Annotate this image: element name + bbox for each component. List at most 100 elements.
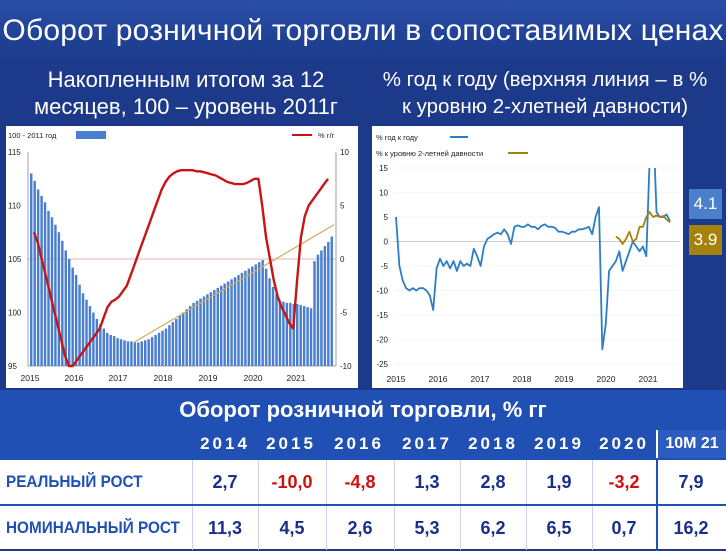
page-title: Оборот розничной торговли в сопоставимых… xyxy=(0,0,726,62)
index-bar xyxy=(258,262,261,366)
table-cell: -10,0 xyxy=(271,472,313,492)
index-bar xyxy=(106,332,109,366)
row-label-nominal: НОМИНАЛЬНЫЙ РОСТ xyxy=(6,518,180,537)
y-tick-label: 10 xyxy=(379,189,388,198)
index-bar xyxy=(144,340,147,366)
index-bar xyxy=(316,254,320,366)
x-tick-label: 2020 xyxy=(244,373,263,383)
two-year-line xyxy=(615,211,671,245)
index-bar xyxy=(282,301,285,366)
yoy-line xyxy=(395,168,671,351)
index-bar xyxy=(195,300,199,366)
legend-label-index: 100 - 2011 год xyxy=(8,131,57,140)
x-tick-label: 2018 xyxy=(154,373,173,383)
x-tick-label: 2018 xyxy=(513,374,532,384)
index-bar xyxy=(299,305,302,366)
index-bar xyxy=(320,250,323,366)
x-tick-label: 2021 xyxy=(287,373,306,383)
table-cell: 1,3 xyxy=(414,472,440,492)
index-bar xyxy=(161,330,164,366)
y-tick-label: -25 xyxy=(376,360,388,369)
left-chart-subtitle: Накопленным итогом за 12 месяцев, 100 – … xyxy=(6,66,366,120)
index-bar xyxy=(271,286,275,366)
table-cell: 0,7 xyxy=(611,518,637,538)
year-header: 2017 xyxy=(402,434,452,453)
right-subtitle-line2: к уровню 2-хлетней давности) xyxy=(401,95,689,118)
index-bar xyxy=(71,267,74,366)
index-bar xyxy=(268,278,271,366)
index-bar xyxy=(285,302,289,366)
index-bar xyxy=(244,270,247,366)
x-tick-label: 2021 xyxy=(639,374,658,384)
legend-swatch-index xyxy=(76,131,106,139)
year-header: 2018 xyxy=(468,434,518,453)
index-bar xyxy=(95,318,99,366)
index-bar xyxy=(130,341,133,366)
legend-label-two-year: % к уровню 2-летней давности xyxy=(376,149,483,158)
index-bar xyxy=(116,338,119,366)
yoy-chart-panel: % год к году % к уровню 2-летней давности… xyxy=(372,126,683,388)
index-bar xyxy=(123,340,126,366)
index-bar xyxy=(157,332,161,366)
year-header: 2016 xyxy=(334,434,384,453)
row-label-real: РЕАЛЬНЫЙ РОСТ xyxy=(6,472,143,491)
x-tick-label: 2017 xyxy=(109,373,128,383)
index-bar xyxy=(74,275,78,366)
y-tick-label: -5 xyxy=(381,262,389,271)
index-bar xyxy=(202,296,206,366)
table-cell: -4,8 xyxy=(344,472,376,492)
index-bar xyxy=(251,266,254,366)
retail-table: Оборот розничной торговли, % гг 2014 201… xyxy=(0,390,726,551)
x-tick-label: 2015 xyxy=(387,374,406,384)
index-bar xyxy=(313,261,316,366)
index-bar xyxy=(50,217,54,366)
index-bar xyxy=(302,306,306,366)
index-bar xyxy=(57,232,61,366)
table-cell: 11,3 xyxy=(207,518,243,538)
y-right-tick-label: 5 xyxy=(340,202,345,211)
table-cell: 1,9 xyxy=(546,472,572,492)
index-bar xyxy=(185,309,188,366)
index-chart: 100 - 2011 год% г/г115110105100951050-5-… xyxy=(8,131,352,383)
yoy-line xyxy=(32,169,329,368)
table-row: РЕАЛЬНЫЙ РОСТ 2,7 -10,0 -4,8 1,3 2,8 1,9… xyxy=(0,458,726,504)
index-bar xyxy=(164,328,168,366)
x-tick-label: 2016 xyxy=(429,374,448,384)
year-header: 2019 xyxy=(534,434,584,453)
index-bar xyxy=(68,259,71,366)
index-bar xyxy=(289,302,292,366)
table-cell: 7,9 xyxy=(678,472,704,492)
y-left-tick-label: 95 xyxy=(8,362,17,371)
x-tick-label: 2017 xyxy=(471,374,490,384)
index-bar xyxy=(209,292,213,366)
yoy-chart: % год к году % к уровню 2-летней давности… xyxy=(376,133,680,384)
table-cell: 2,6 xyxy=(347,518,373,538)
index-bar xyxy=(240,272,244,366)
index-bar xyxy=(206,294,209,366)
year-header: 2014 xyxy=(200,434,250,453)
index-bar xyxy=(292,303,295,366)
index-bar xyxy=(213,290,216,366)
right-subtitle-line1: % год к году (верхняя линия – в % xyxy=(382,68,708,91)
index-bar xyxy=(147,339,150,366)
index-bar xyxy=(182,312,185,366)
y-tick-label: -20 xyxy=(376,336,388,345)
index-bar xyxy=(226,281,230,366)
y-right-tick-label: -5 xyxy=(340,309,348,318)
index-bar xyxy=(237,275,240,366)
index-bar xyxy=(126,341,130,366)
y-left-tick-label: 115 xyxy=(8,148,21,157)
index-bar xyxy=(54,224,57,366)
index-bar xyxy=(109,334,112,366)
index-bar xyxy=(36,189,40,366)
two-year-latest-badge: 3.9 xyxy=(689,225,722,255)
table-title: Оборот розничной торговли, % гг xyxy=(0,390,726,430)
table-cell: -3,2 xyxy=(608,472,640,492)
left-subtitle-line1: Накопленным итогом за 12 xyxy=(47,67,325,92)
index-bar xyxy=(330,236,333,366)
index-bar xyxy=(175,318,178,366)
legend-label-yoy: % г/г xyxy=(318,131,335,140)
index-bar xyxy=(296,303,299,366)
index-bar xyxy=(247,268,251,366)
index-bar xyxy=(168,325,171,366)
